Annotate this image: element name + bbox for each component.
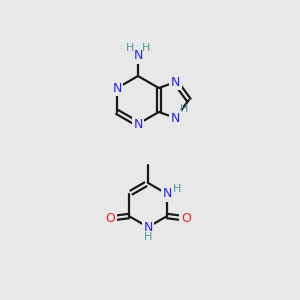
Text: N: N: [143, 220, 153, 234]
Text: N: N: [171, 112, 180, 124]
Text: H: H: [173, 184, 181, 194]
Text: N: N: [133, 118, 143, 130]
Text: N: N: [112, 82, 122, 94]
Text: H: H: [179, 104, 188, 114]
Text: H: H: [144, 232, 152, 242]
Text: N: N: [162, 188, 172, 200]
Text: O: O: [105, 212, 115, 225]
Text: N: N: [133, 49, 143, 62]
Text: H: H: [142, 43, 150, 52]
Text: N: N: [171, 76, 180, 88]
Text: H: H: [126, 43, 134, 52]
Text: O: O: [181, 212, 191, 225]
